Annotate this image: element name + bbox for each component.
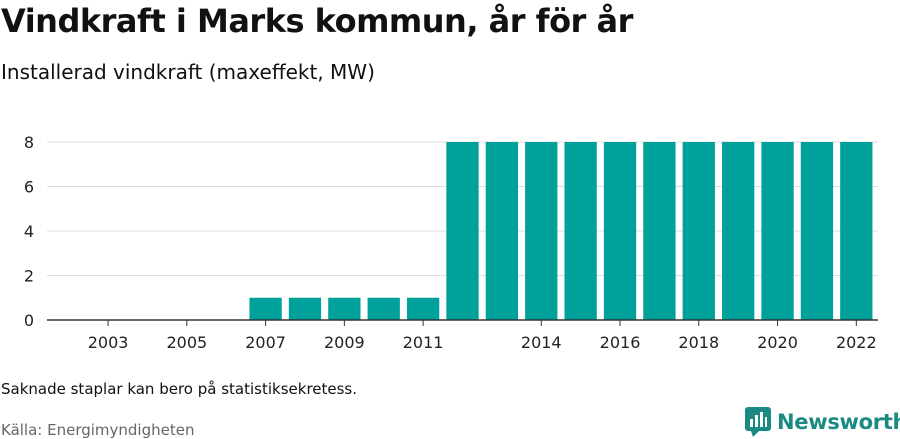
brand-name: Newsworthy: [777, 410, 900, 434]
bar-2021[interactable]: [800, 142, 834, 320]
x-tick-label: 2009: [324, 333, 365, 352]
x-axis-ticks: 2003 2005 2007 2009 2011 2014 2016 2018 2020 2022: [88, 320, 877, 352]
footnote: Saknade staplar kan bero på statistiksek…: [1, 380, 358, 398]
newsworthy-logo-icon: [745, 407, 771, 437]
bar-2010[interactable]: [367, 297, 400, 320]
bar-2008[interactable]: [288, 297, 322, 320]
source-text: Källa: Energimyndigheten: [1, 421, 195, 439]
y-tick-label: 6: [24, 178, 34, 197]
y-tick-label: 8: [24, 133, 34, 152]
bar-2017[interactable]: [643, 142, 676, 320]
bar-2020[interactable]: [761, 142, 794, 320]
x-tick-label: 2014: [521, 333, 562, 352]
chart-title: Vindkraft i Marks kommun, år för år: [1, 2, 633, 40]
y-axis-ticks: 0 2 4 6 8: [24, 133, 34, 330]
bar-2019[interactable]: [722, 142, 755, 320]
bars: [249, 142, 873, 320]
bar-2022[interactable]: [840, 142, 873, 320]
bar-2014[interactable]: [525, 142, 558, 320]
y-tick-label: 2: [24, 267, 34, 286]
chart-subtitle: Installerad vindkraft (maxeffekt, MW): [1, 60, 375, 84]
bar-2012[interactable]: [446, 142, 479, 320]
x-tick-label: 2007: [245, 333, 286, 352]
newsworthy-logo[interactable]: Newsworthy: [745, 407, 900, 437]
x-tick-label: 2022: [836, 333, 877, 352]
x-tick-label: 2018: [678, 333, 719, 352]
x-tick-label: 2005: [166, 333, 207, 352]
bar-2016[interactable]: [603, 142, 637, 320]
bar-2011[interactable]: [406, 297, 440, 320]
y-tick-label: 0: [24, 311, 34, 330]
bar-2018[interactable]: [682, 142, 715, 320]
x-tick-label: 2003: [88, 333, 129, 352]
x-tick-label: 2011: [403, 333, 444, 352]
y-tick-label: 4: [24, 222, 34, 241]
x-tick-label: 2016: [600, 333, 641, 352]
bar-2015[interactable]: [564, 142, 597, 320]
bar-2013[interactable]: [485, 142, 519, 320]
bar-2009[interactable]: [328, 297, 361, 320]
x-tick-label: 2020: [757, 333, 798, 352]
bar-2007[interactable]: [249, 297, 282, 320]
